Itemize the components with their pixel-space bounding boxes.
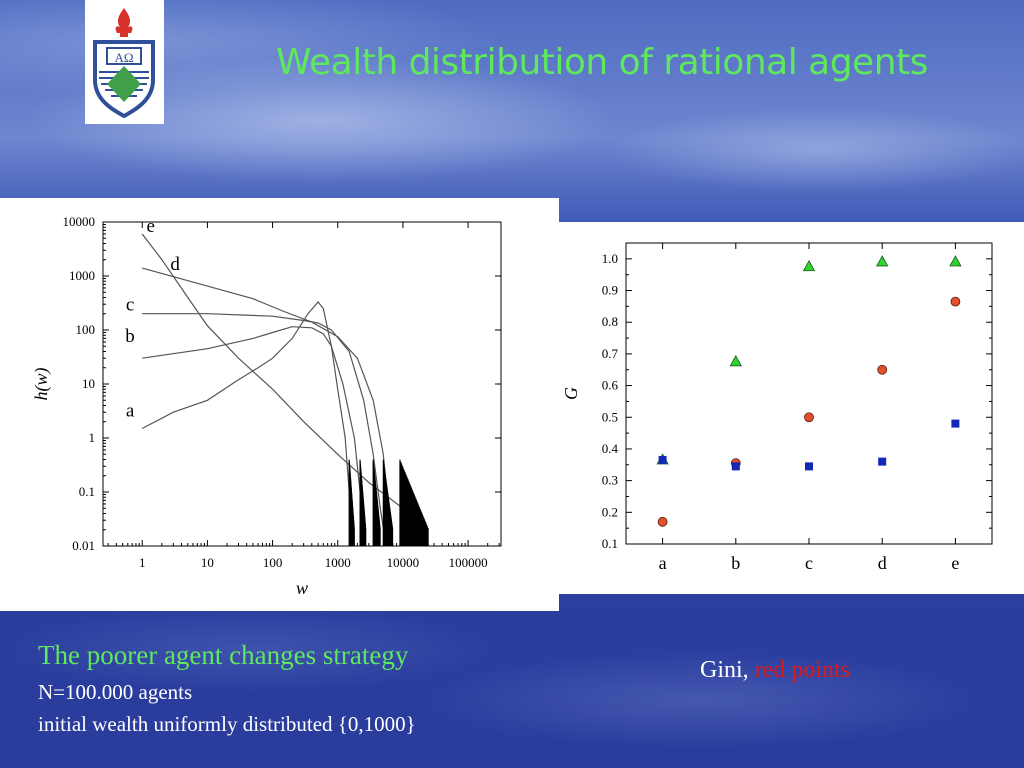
logo-letters: ΑΩ	[114, 50, 133, 65]
x-tick-label: 100000	[449, 555, 488, 570]
gini-label: Gini,	[700, 657, 755, 683]
y-tick-label: 0.5	[602, 409, 618, 424]
x-tick-label: e	[951, 553, 959, 573]
gini-highlight: red points	[754, 657, 850, 683]
series-label-c: c	[126, 294, 134, 315]
square-point	[951, 419, 960, 428]
triangle-point	[802, 259, 816, 272]
x-tick-label: 1000	[325, 555, 351, 570]
x-tick-label: 10000	[387, 555, 420, 570]
triangle-point	[949, 255, 962, 267]
circle-point	[950, 296, 961, 307]
x-tick-label: 100	[263, 555, 283, 570]
square-point	[658, 456, 667, 465]
y-tick-label: 1	[89, 430, 96, 445]
plot-frame	[102, 221, 502, 547]
y-tick-label: 0.3	[602, 473, 618, 488]
shield-crest-icon: ΑΩ	[93, 8, 155, 119]
y-tick-label: 0.1	[602, 536, 618, 551]
series-label-b: b	[125, 326, 135, 347]
square-point	[878, 457, 887, 466]
y-tick-label: 0.7	[602, 346, 619, 361]
circle-point	[877, 364, 888, 375]
y-tick-label: 0.2	[602, 504, 618, 519]
y-tick-label: 0.4	[602, 441, 619, 456]
y-axis-label: h(w)	[31, 368, 52, 401]
x-tick-label: 1	[139, 555, 146, 570]
x-tick-label: d	[878, 553, 887, 573]
triangle-point	[876, 255, 889, 267]
y-tick-label: 0.1	[79, 484, 95, 499]
y-tick-label: 100	[76, 322, 96, 337]
y-tick-label: 0.01	[72, 538, 95, 553]
series-tail-noise	[359, 459, 367, 546]
series-label-d: d	[170, 254, 180, 275]
series-line-b	[142, 326, 365, 547]
wealth-histogram-chart: 1 10 100 1000 10000 100000 0.01 0.1 1 10 100 1000 10…	[31, 214, 502, 598]
series-line-d	[142, 267, 394, 547]
circle-point	[657, 516, 668, 527]
plot-frame	[625, 242, 993, 545]
series-line-c	[142, 313, 387, 547]
circle-point	[804, 412, 814, 423]
square-point	[731, 462, 740, 471]
y-tick-label: 0.8	[602, 314, 618, 329]
histogram-chart-panel: 1 10 100 1000 10000 100000 0.01 0.1 1 10 100 1000 10…	[0, 198, 559, 611]
y-axis-label: G	[561, 387, 581, 400]
slide-title: Wealth distribution of rational agents	[276, 42, 928, 83]
triangle-point	[729, 354, 742, 367]
series-line-a	[141, 301, 354, 547]
caption-initial-wealth: initial wealth uniformly distributed {0,…	[38, 712, 416, 736]
series-tail-noise	[348, 459, 355, 546]
y-tick-label: 10	[82, 376, 95, 391]
y-tick-label: 0.9	[602, 283, 618, 298]
university-logo: ΑΩ	[85, 0, 164, 124]
caption-agents: N=100.000 agents	[38, 680, 193, 704]
caption-heading: The poorer agent changes strategy	[38, 640, 409, 670]
series-label-a: a	[126, 401, 135, 422]
series-tail-noise	[372, 459, 381, 546]
y-tick-label: 10000	[63, 214, 96, 229]
series-tail-noise	[382, 459, 394, 546]
x-tick-label: 10	[201, 555, 214, 570]
x-tick-label: b	[731, 553, 740, 573]
gini-chart-panel: 0.1 0.2 0.3 0.4 0.5 0.6 0.7 0.8 0.9 1.0 a b c d e G	[559, 222, 1024, 594]
gini-scatter-chart: 0.1 0.2 0.3 0.4 0.5 0.6 0.7 0.8 0.9 1.0 a b c d e G	[561, 242, 993, 573]
square-point	[805, 462, 813, 471]
gini-note: Gini, red points	[700, 657, 850, 684]
x-tick-label: a	[659, 553, 667, 573]
y-tick-label: 1.0	[602, 251, 618, 266]
x-tick-label: c	[805, 553, 813, 573]
y-tick-label: 0.6	[602, 378, 619, 393]
series-tail-noise	[399, 459, 429, 546]
y-tick-label: 1000	[69, 268, 95, 283]
series-label-e: e	[147, 216, 155, 237]
x-axis-label: w	[296, 578, 308, 598]
